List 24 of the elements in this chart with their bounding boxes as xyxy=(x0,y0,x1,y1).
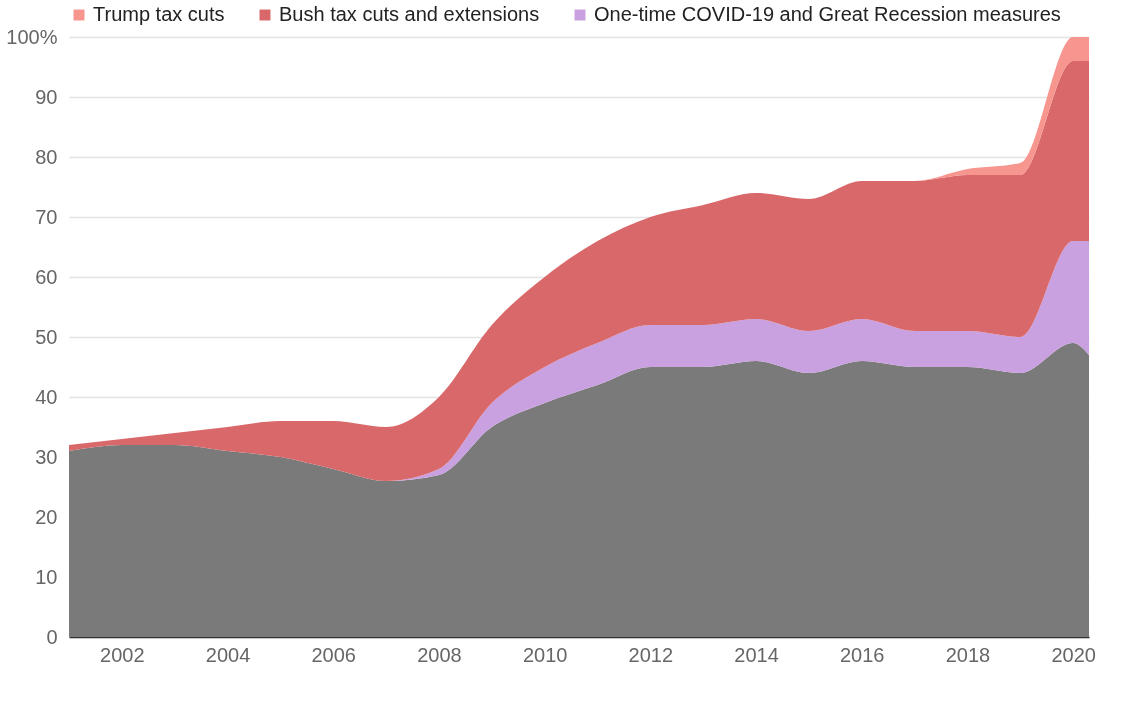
legend-label: One-time COVID-19 and Great Recession measures xyxy=(594,3,1061,25)
x-tick-label: 2004 xyxy=(205,643,251,666)
x-tick-label: 2006 xyxy=(311,643,356,666)
y-tick-label: 10 xyxy=(35,565,58,588)
x-tick-label: 2016 xyxy=(840,643,885,666)
y-tick-label: 30 xyxy=(35,445,58,468)
x-tick-label: 2002 xyxy=(100,643,145,666)
y-tick-label: 90 xyxy=(35,85,58,108)
legend-label: Bush tax cuts and extensions xyxy=(279,3,540,25)
x-tick-label: 2014 xyxy=(734,643,779,666)
legend-label: Trump tax cuts xyxy=(93,3,225,25)
y-tick-label: 50 xyxy=(35,325,58,348)
y-tick-label: 0 xyxy=(46,625,58,648)
y-tick-label: 80 xyxy=(35,145,58,168)
x-tick-label: 2008 xyxy=(417,643,462,666)
x-tick-label: 2010 xyxy=(522,643,568,666)
y-tick-label: 60 xyxy=(35,265,58,288)
x-tick-label: 2020 xyxy=(1051,643,1096,666)
x-tick-label: 2012 xyxy=(628,643,674,666)
y-tick-label: 70 xyxy=(35,205,58,228)
y-tick-label: 100% xyxy=(6,25,58,48)
y-tick-label: 40 xyxy=(35,385,58,408)
x-tick-label: 2018 xyxy=(945,643,991,666)
y-tick-label: 20 xyxy=(35,505,58,528)
